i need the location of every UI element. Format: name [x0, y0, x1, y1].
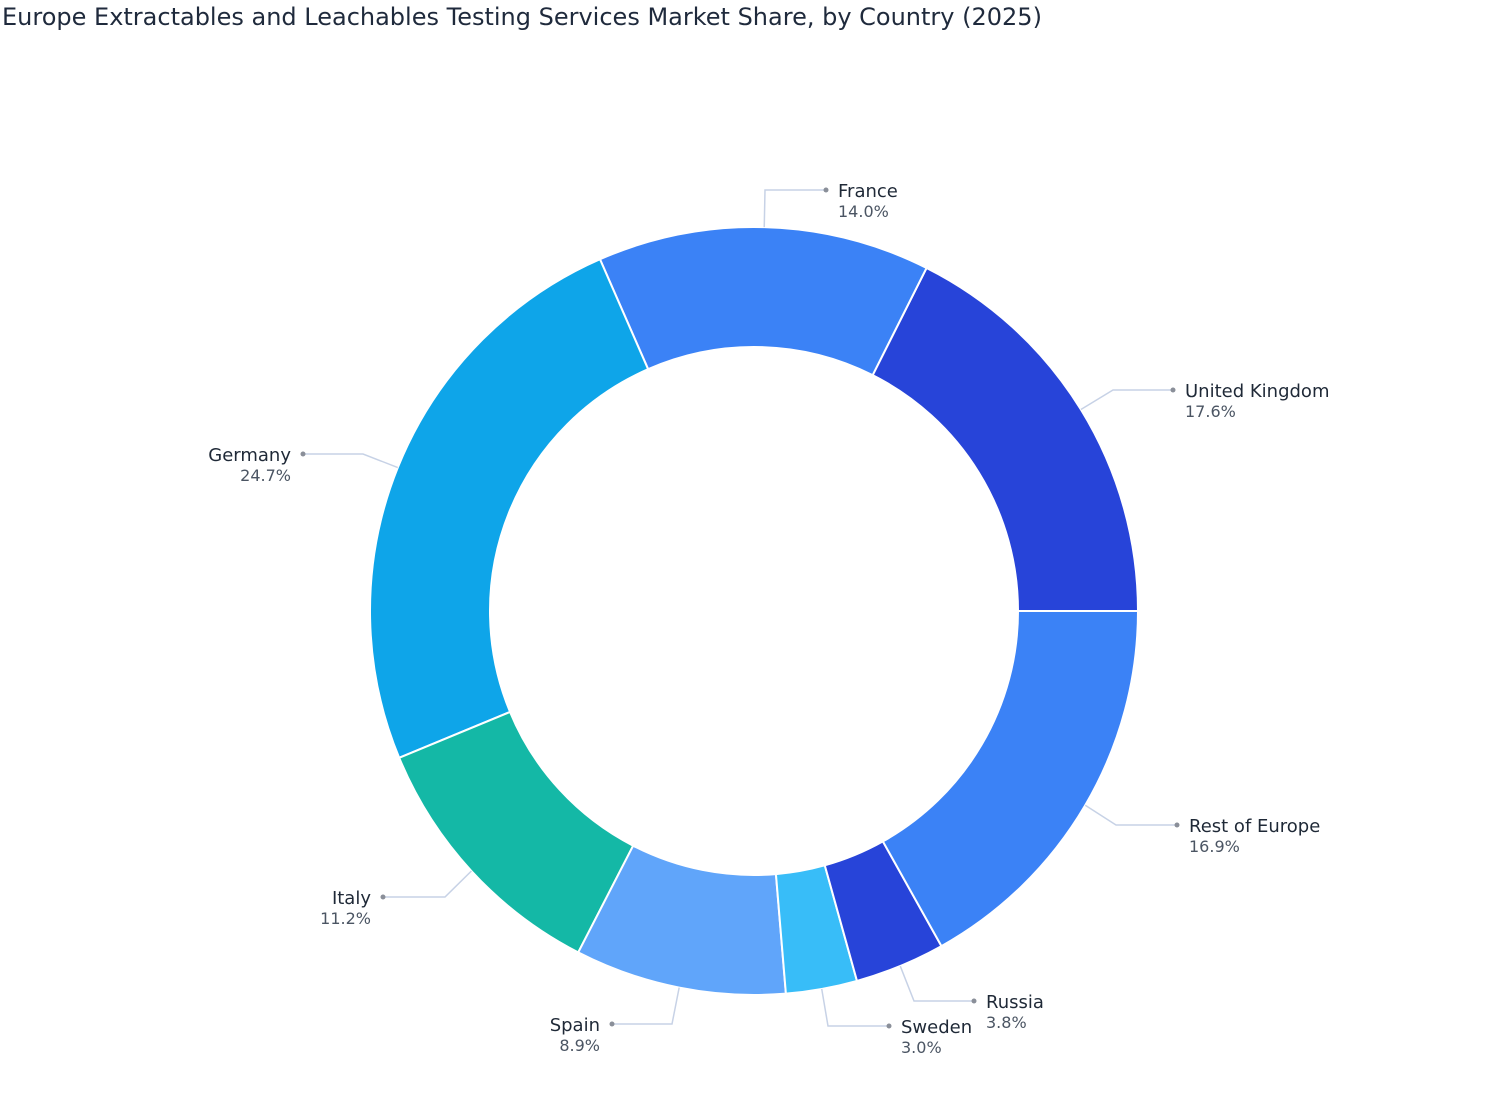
leader-dot: [1174, 822, 1180, 828]
leader-dot: [609, 1021, 615, 1027]
leader-line: [899, 965, 974, 1002]
slice-value-label: 8.9%: [559, 1036, 600, 1055]
slice-united-kingdom[interactable]: [871, 266, 1140, 612]
slice-label: Spain: [550, 1015, 600, 1036]
leader-dot: [1170, 387, 1176, 393]
leader-line: [383, 870, 472, 898]
leader-line: [612, 987, 680, 1025]
slice-label: Sweden: [901, 1017, 972, 1038]
leader-line: [763, 189, 826, 228]
slice-rest-of-europe[interactable]: [881, 610, 1140, 948]
slice-label: United Kingdom: [1185, 381, 1329, 402]
slice-value-label: 17.6%: [1185, 402, 1236, 421]
slice-label: Rest of Europe: [1189, 816, 1320, 837]
slice-value-label: 3.8%: [986, 1013, 1027, 1032]
slice-value-label: 14.0%: [838, 202, 889, 221]
slice-value-label: 11.2%: [320, 909, 371, 928]
slice-label: Germany: [208, 445, 291, 466]
leader-line: [1080, 389, 1173, 411]
slice-label: France: [838, 181, 898, 202]
leader-dot: [971, 998, 977, 1004]
leader-line: [303, 453, 399, 469]
slice-germany[interactable]: [369, 257, 650, 760]
leader-line: [820, 988, 889, 1027]
slice-france[interactable]: [598, 226, 928, 377]
leader-line: [1084, 804, 1177, 826]
slice-value-label: 16.9%: [1189, 837, 1240, 856]
leader-dot: [380, 894, 386, 900]
leader-dot: [300, 451, 306, 457]
slice-value-label: 24.7%: [240, 466, 291, 485]
slice-label: Russia: [986, 992, 1044, 1013]
slice-value-label: 3.0%: [901, 1038, 942, 1057]
leader-dot: [823, 187, 829, 193]
chart-title: Europe Extractables and Leachables Testi…: [2, 3, 1042, 31]
slice-label: Italy: [332, 888, 371, 909]
leader-dot: [886, 1023, 892, 1029]
